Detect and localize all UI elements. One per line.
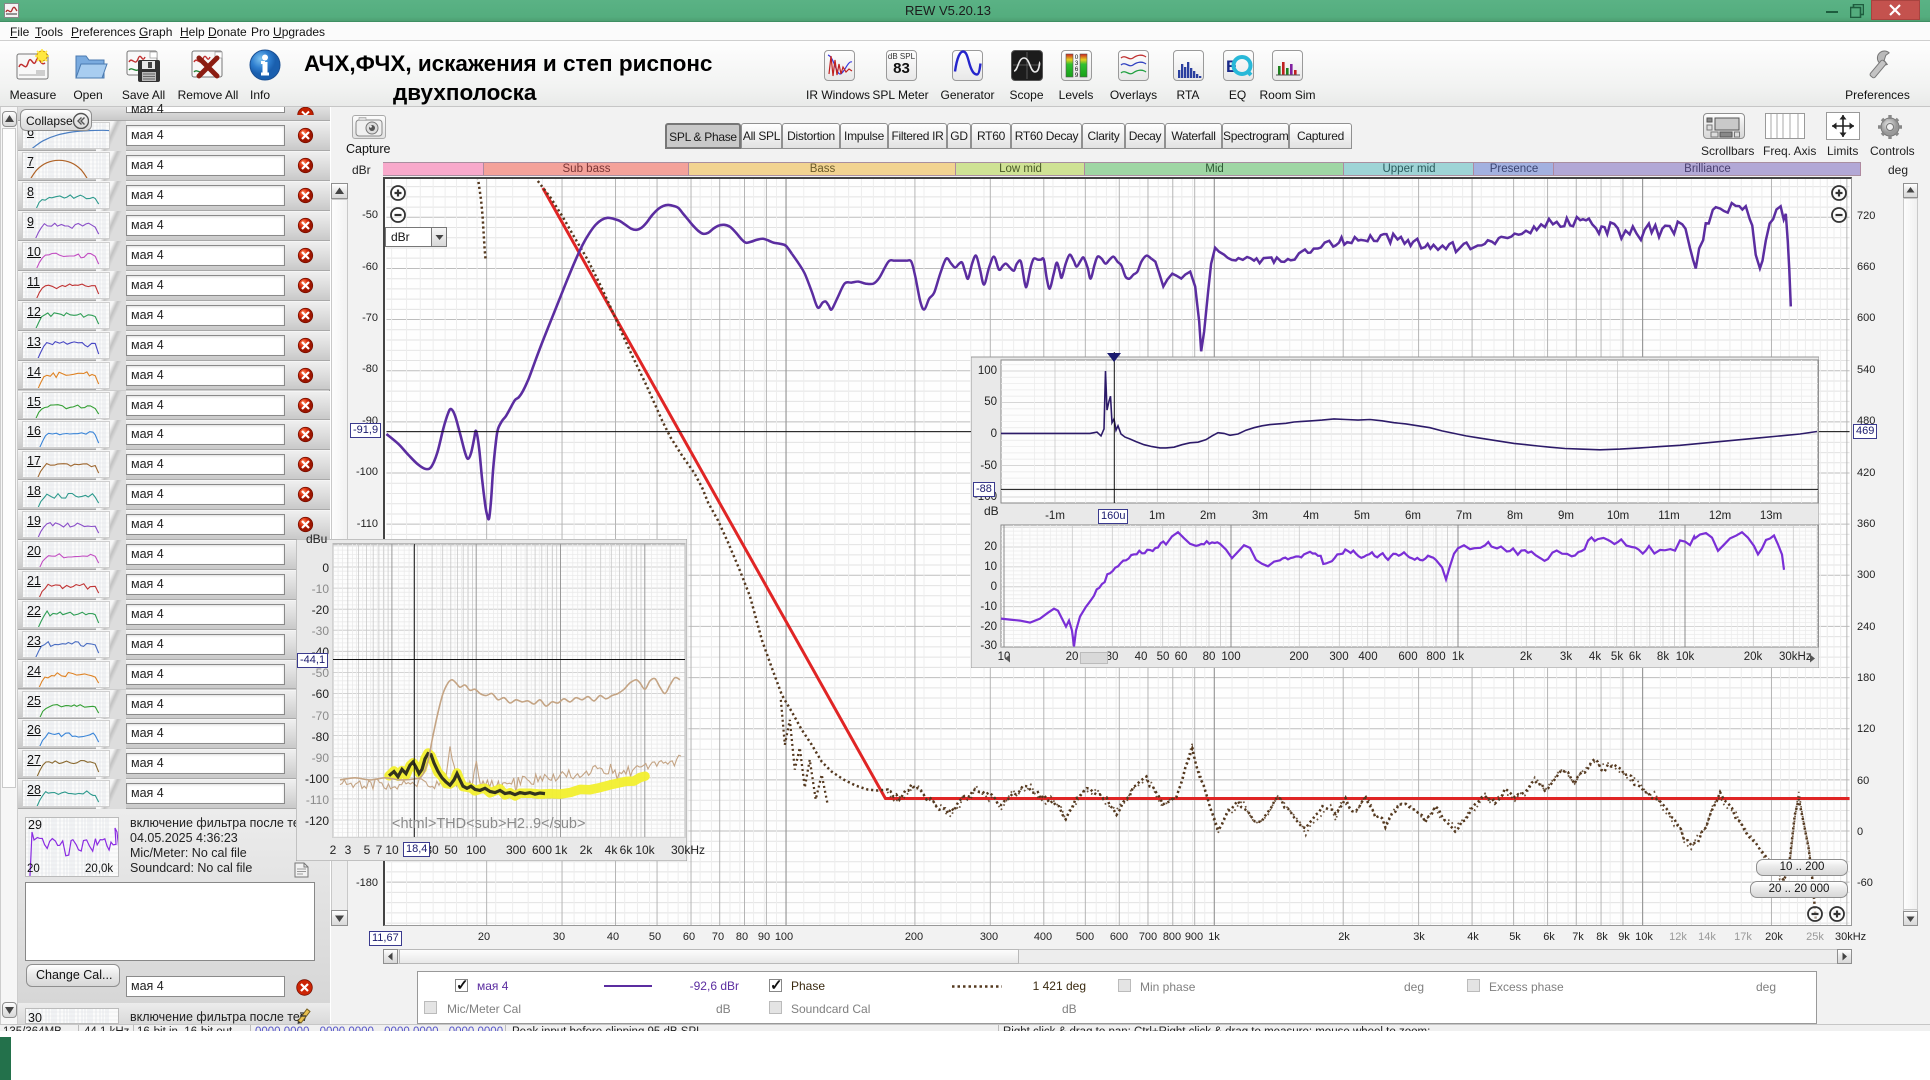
svg-text:9: 9 [1075,72,1079,79]
svg-text:0: 0 [1075,54,1079,61]
svg-text:<html>THD<sub>H2..9</sub>: <html>THD<sub>H2..9</sub> [392,816,585,832]
svg-text:3: 3 [1075,60,1079,67]
svg-text:6: 6 [1075,66,1079,73]
